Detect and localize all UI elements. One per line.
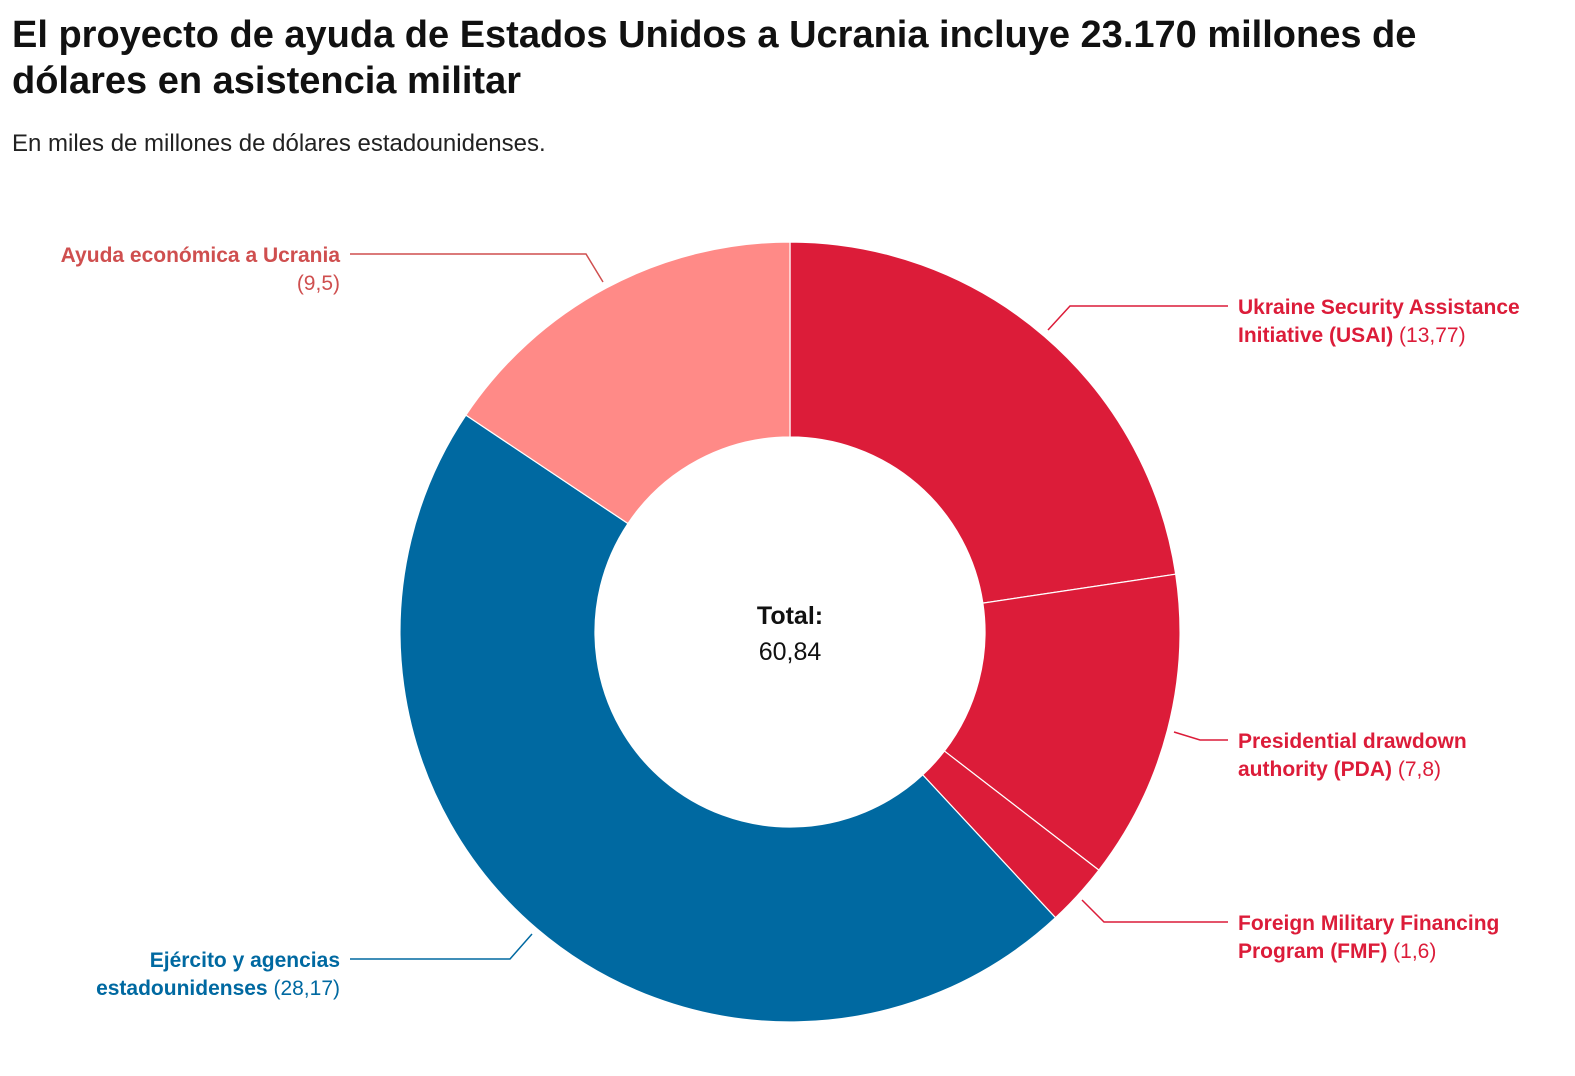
slice-value-foreign-military-financing-program-fmf: (1,6): [1387, 940, 1436, 963]
total-value: 60,84: [759, 638, 822, 666]
slice-label-ukraine-security-assistance-initiative-usai: Ukraine Security Assistance Initiative (U…: [1238, 296, 1520, 347]
slice-name-ejercito-y-agencias-estadounidenses: estadounidenses: [96, 977, 268, 1000]
slice-label-ejercito-y-agencias-estadounidenses: Ejército y agencias estadounidenses (28,1…: [96, 949, 340, 1000]
slice-ayuda-economica-a-ucrania: [465, 241, 791, 525]
slice-label-ayuda-economica-a-ucrania: Ayuda económica a Ucrania (9,5): [61, 244, 341, 295]
leader-line-ejercito-y-agencias-estadounidenses: [350, 933, 533, 960]
slice-value-ayuda-economica-a-ucrania: (9,5): [297, 272, 340, 295]
chart-subtitle: En miles de millones de dólares estadoun…: [12, 130, 546, 157]
slice-name-ejercito-y-agencias-estadounidenses: Ejército y agencias: [150, 949, 340, 972]
donut-slices: [399, 241, 1181, 1023]
slice-ejercito-y-agencias-estadounidenses: [399, 414, 1057, 1023]
slice-labels: Ukraine Security Assistance Initiative (U…: [61, 244, 1520, 1000]
leader-line-ukraine-security-assistance-initiative-usai: [1047, 305, 1228, 331]
slice-value-ejercito-y-agencias-estadounidenses: (28,17): [268, 977, 340, 1000]
slice-name-presidential-drawdown-authority-pda: Presidential drawdown: [1238, 730, 1467, 753]
slice-name-foreign-military-financing-program-fmf: Foreign Military Financing: [1238, 912, 1499, 935]
leader-line-presidential-drawdown-authority-pda: [1173, 731, 1228, 741]
slice-name-ayuda-economica-a-ucrania: Ayuda económica a Ucrania: [61, 244, 341, 267]
slice-name-ukraine-security-assistance-initiative-usai: Initiative (USAI): [1238, 324, 1393, 347]
slice-value-presidential-drawdown-authority-pda: (7,8): [1392, 758, 1441, 781]
slice-ukraine-security-assistance-initiative-usai: [789, 241, 1177, 604]
leader-line-foreign-military-financing-program-fmf: [1081, 899, 1228, 923]
slice-name-foreign-military-financing-program-fmf: Program (FMF): [1238, 940, 1387, 963]
leader-line-ayuda-economica-a-ucrania: [350, 253, 604, 283]
slice-value-ukraine-security-assistance-initiative-usai: (13,77): [1393, 324, 1465, 347]
slice-name-presidential-drawdown-authority-pda: authority (PDA): [1238, 758, 1392, 781]
total-label: Total:: [757, 602, 823, 630]
label-leaders: [350, 253, 1228, 960]
slice-name-ukraine-security-assistance-initiative-usai: Ukraine Security Assistance: [1238, 296, 1520, 319]
chart-title: El proyecto de ayuda de Estados Unidos a…: [12, 14, 1417, 102]
slice-label-foreign-military-financing-program-fmf: Foreign Military Financing Program (FMF) …: [1238, 912, 1499, 963]
slice-label-presidential-drawdown-authority-pda: Presidential drawdown authority (PDA) (7,…: [1238, 730, 1467, 781]
